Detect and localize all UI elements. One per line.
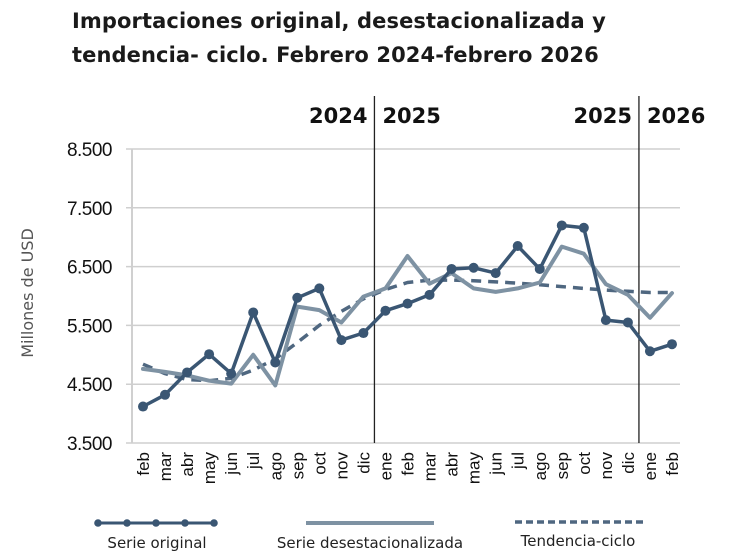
data-point-serie-original [270, 357, 281, 368]
x-tick-label: mar [421, 452, 440, 482]
chart-title: Importaciones original, desestacionaliza… [72, 4, 712, 72]
y-tick-label: 3.500 [67, 434, 112, 455]
data-point-serie-original [402, 298, 413, 309]
data-point-serie-original [424, 289, 435, 300]
x-tick-label: feb [399, 452, 418, 476]
legend-marker [152, 519, 160, 527]
data-point-serie-original [358, 328, 369, 339]
data-point-serie-original [490, 268, 501, 279]
y-tick-label: 4.500 [67, 375, 112, 396]
x-tick-label: jul [244, 452, 263, 470]
x-tick-label: jun [487, 452, 506, 476]
data-point-serie-original [622, 317, 633, 328]
x-tick-label: abr [178, 452, 197, 477]
year-separators: 2024 2025 2025 2026 [309, 96, 705, 443]
data-point-serie-original [248, 307, 259, 318]
legend-marker [94, 519, 102, 527]
x-tick-label: feb [663, 452, 682, 476]
x-tick-label: dic [619, 452, 638, 474]
chart-title-line-1: Importaciones original, desestacionaliza… [72, 9, 606, 33]
data-point-serie-original [380, 305, 391, 316]
legend-label-tendencia: Tendencia-ciclo [520, 532, 636, 550]
x-axis-ticks: feb mar abr may jun jul ago sep oct nov dic ene feb m… [134, 452, 682, 485]
data-point-serie-original [292, 292, 303, 303]
data-point-serie-original [204, 349, 215, 360]
legend-entry-serie-original: Serie original [94, 519, 218, 552]
x-tick-label: ago [266, 452, 285, 480]
chart-title-line-2: tendencia- ciclo. Febrero 2024-febrero 2… [72, 43, 599, 67]
data-point-serie-original [578, 222, 589, 233]
data-point-serie-original [446, 263, 457, 274]
y-tick-label: 5.500 [67, 316, 112, 337]
legend-marker [210, 519, 218, 527]
legend-entry-tendencia-ciclo: Tendencia-ciclo [515, 520, 643, 550]
x-tick-label: sep [553, 452, 572, 479]
data-point-serie-original [644, 346, 655, 357]
data-point-serie-original [534, 263, 545, 274]
y-axis-ticks: 3.500 4.500 5.500 6.500 7.500 8.500 [67, 140, 113, 455]
y-tick-label: 6.500 [67, 258, 112, 279]
year-label: 2025 [573, 104, 631, 128]
legend-entry-serie-desestacionalizada: Serie desestacionalizada [277, 521, 463, 552]
data-point-serie-original [468, 262, 479, 273]
x-tick-label: mar [156, 452, 175, 482]
year-label: 2024 [309, 104, 367, 128]
data-point-serie-original [556, 220, 567, 231]
gridlines [126, 148, 680, 444]
legend-label-original: Serie original [107, 534, 206, 552]
series-line-serie-original [141, 223, 674, 409]
x-tick-label: ene [376, 452, 395, 480]
legend: Serie original Serie desestacionalizada … [94, 519, 643, 552]
y-tick-label: 7.500 [67, 199, 112, 220]
x-tick-label: abr [443, 452, 462, 477]
x-tick-label: ago [531, 452, 550, 480]
data-point-serie-original [314, 283, 325, 294]
x-tick-label: nov [332, 452, 351, 480]
data-point-serie-original [512, 241, 523, 252]
x-tick-label: dic [354, 452, 373, 474]
data-point-serie-original [667, 339, 677, 350]
series-line-serie-desestacionalizada [141, 244, 674, 388]
data-point-serie-original [138, 401, 148, 412]
x-tick-label: ene [641, 452, 660, 480]
x-tick-label: oct [310, 452, 329, 475]
legend-marker [181, 519, 189, 527]
series-group [138, 220, 677, 412]
data-point-serie-original [336, 335, 347, 346]
data-point-serie-original [160, 389, 171, 400]
data-point-serie-original [600, 315, 611, 326]
x-tick-label: jul [509, 452, 528, 470]
x-tick-label: may [465, 452, 484, 485]
data-point-serie-original [182, 367, 193, 378]
data-point-serie-original [226, 368, 237, 379]
y-tick-label: 8.500 [67, 140, 112, 161]
x-tick-label: may [200, 452, 219, 485]
year-label: 2025 [382, 104, 440, 128]
x-tick-label: oct [575, 452, 594, 475]
legend-label-desestacionalizada: Serie desestacionalizada [277, 534, 463, 552]
x-tick-label: nov [597, 452, 616, 480]
year-label: 2026 [647, 104, 705, 128]
x-tick-label: feb [134, 452, 153, 476]
x-tick-label: jun [222, 452, 241, 476]
x-tick-label: sep [288, 452, 307, 479]
legend-marker [123, 519, 131, 527]
y-axis-label: Millones de USD [18, 228, 37, 358]
